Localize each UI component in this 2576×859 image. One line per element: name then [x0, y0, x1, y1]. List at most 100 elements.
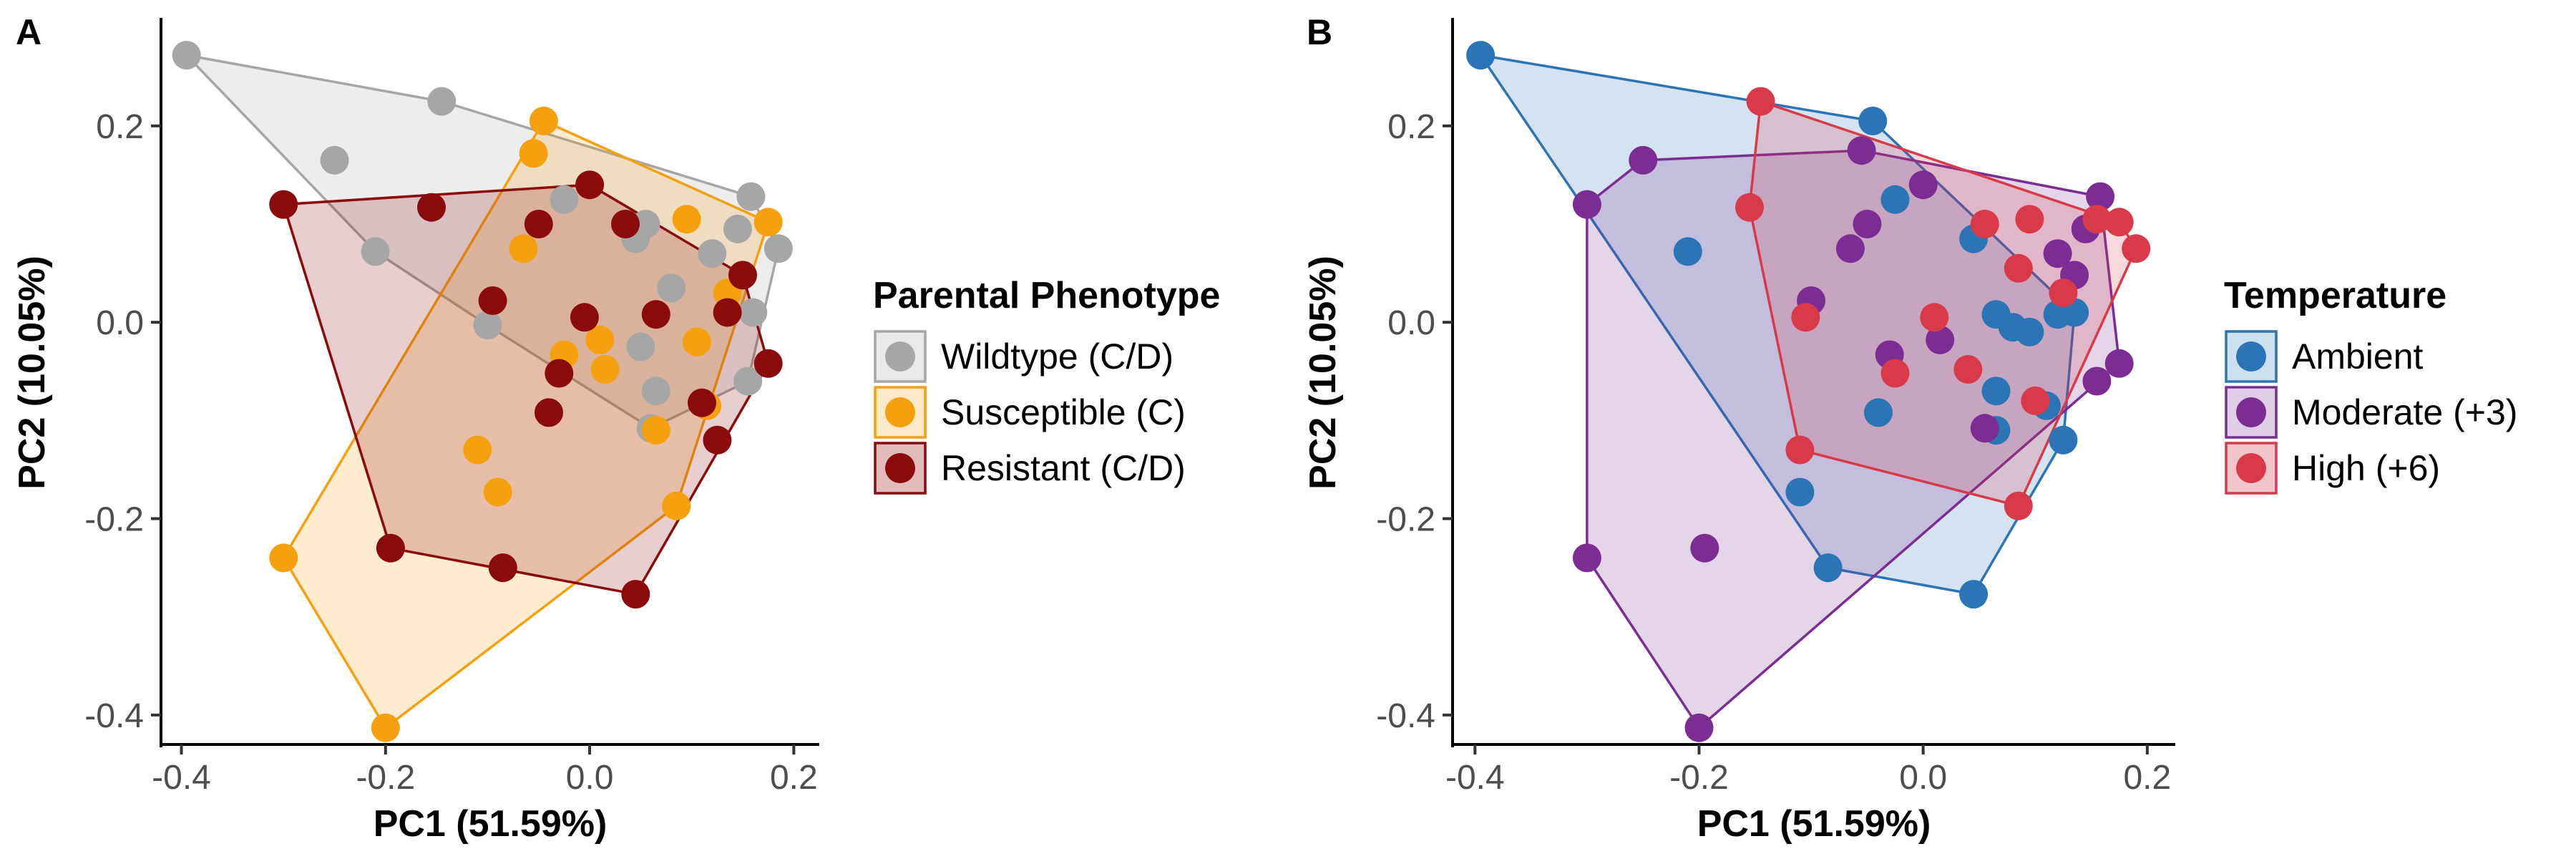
y-tick-label: -0.4: [84, 697, 144, 735]
legend-key: [2225, 442, 2278, 495]
point-high-6: [2004, 253, 2033, 283]
point-wildtype-c-d: [698, 239, 727, 268]
points: [1466, 41, 2151, 742]
point-resistant-c-d: [478, 286, 507, 315]
point-resistant-c-d: [269, 190, 298, 219]
point-resistant-c-d: [488, 553, 517, 583]
point-high-6: [2004, 491, 2033, 520]
point-high-6: [1970, 210, 1999, 238]
point-moderate-3: [1572, 190, 1601, 219]
legend-key: [874, 442, 927, 495]
y-tick-label: 0.0: [1387, 304, 1435, 342]
point-resistant-c-d: [641, 300, 670, 329]
panel-a: A -0.4 -0.2 0.0 0.2 -0.4 -0.2 0.0 0.2 PC1 (51.59%…: [11, 12, 1220, 845]
x-tick-label: 0.2: [2123, 759, 2171, 797]
point-moderate-3: [1684, 713, 1714, 742]
point-high-6: [1880, 359, 1910, 388]
point-ambient: [1785, 477, 1815, 507]
point-wildtype-c-d: [172, 41, 201, 70]
point-ambient: [2015, 317, 2044, 346]
point-susceptible-c: [590, 355, 620, 384]
y-axis-title: PC2 (10.05%): [11, 256, 53, 490]
point-moderate-3: [2082, 367, 2112, 396]
point-resistant-c-d: [611, 210, 640, 238]
point-resistant-c-d: [570, 303, 599, 332]
point-wildtype-c-d: [473, 311, 502, 340]
y-tick-label: -0.4: [1376, 697, 1435, 735]
point-high-6: [1735, 193, 1764, 222]
point-wildtype-c-d: [550, 185, 579, 214]
point-resistant-c-d: [703, 425, 732, 455]
point-wildtype-c-d: [641, 377, 670, 406]
point-ambient: [1673, 237, 1702, 266]
point-ambient: [1813, 553, 1843, 583]
point-moderate-3: [1835, 234, 1865, 263]
point-ambient: [1858, 107, 1888, 135]
point-wildtype-c-d: [736, 182, 766, 211]
point-wildtype-c-d: [361, 237, 390, 266]
legend-label: Wildtype (C/D): [941, 336, 1174, 377]
x-tick-label: -0.4: [152, 759, 211, 797]
x-tick-label: 0.2: [770, 759, 818, 797]
point-susceptible-c: [269, 543, 298, 573]
point-resistant-c-d: [728, 261, 757, 290]
x-tick-label: -0.4: [1445, 759, 1505, 797]
panel-label: A: [16, 12, 42, 52]
point-moderate-3: [2086, 182, 2115, 211]
point-resistant-c-d: [417, 193, 446, 222]
point-high-6: [2049, 278, 2078, 308]
point-moderate-3: [1690, 533, 1719, 563]
point-wildtype-c-d: [723, 214, 752, 243]
points: [172, 41, 793, 742]
legend-label: Resistant (C/D): [941, 448, 1186, 488]
panel-b: B -0.4 -0.2 0.0 0.2 -0.4 -0.2 0.0 0.2 PC1 (51.59%…: [1302, 12, 2517, 845]
legend-label: Moderate (+3): [2292, 392, 2517, 432]
point-susceptible-c: [641, 416, 670, 445]
point-resistant-c-d: [524, 210, 553, 238]
point-wildtype-c-d: [738, 298, 768, 327]
point-wildtype-c-d: [320, 145, 349, 175]
point-high-6: [1791, 303, 1820, 332]
legend: Parental Phenotype Wildtype (C/D) Suscepti…: [873, 275, 1220, 495]
y-tick-label: 0.2: [1387, 108, 1435, 146]
legend-label: Ambient: [2292, 336, 2424, 377]
point-wildtype-c-d: [763, 234, 793, 263]
x-axis-title: PC1 (51.59%): [1697, 803, 1931, 845]
point-ambient: [1864, 398, 1893, 427]
x-tick-label: 0.0: [1899, 759, 1947, 797]
point-moderate-3: [1572, 543, 1601, 573]
legend-key: [2225, 330, 2278, 383]
point-susceptible-c: [753, 208, 783, 237]
point-susceptible-c: [519, 139, 548, 168]
point-susceptible-c: [463, 435, 492, 465]
point-susceptible-c: [529, 107, 558, 135]
y-tick-label: 0.0: [96, 304, 144, 342]
point-moderate-3: [1908, 170, 1938, 200]
point-high-6: [2122, 234, 2151, 263]
point-wildtype-c-d: [657, 273, 686, 303]
point-susceptible-c: [662, 491, 691, 520]
point-high-6: [1920, 303, 1949, 332]
x-axis-title: PC1 (51.59%): [374, 803, 608, 845]
point-resistant-c-d: [621, 580, 650, 609]
legend-key: [874, 330, 927, 383]
point-ambient: [2049, 425, 2078, 455]
point-moderate-3: [2104, 349, 2134, 378]
point-susceptible-c: [509, 234, 538, 263]
x-tick-label: 0.0: [566, 759, 614, 797]
point-moderate-3: [1970, 414, 1999, 443]
point-moderate-3: [1926, 325, 1955, 354]
point-resistant-c-d: [535, 398, 563, 427]
point-ambient: [1981, 377, 2011, 406]
point-resistant-c-d: [688, 388, 716, 417]
hull-susceptible-c: [282, 119, 770, 730]
point-resistant-c-d: [376, 533, 405, 563]
x-tick-label: -0.2: [1669, 759, 1729, 797]
y-tick-label: 0.2: [96, 108, 144, 146]
point-ambient: [1466, 41, 1496, 70]
point-susceptible-c: [585, 325, 615, 354]
legend-label: High (+6): [2292, 448, 2440, 488]
y-tick-label: -0.2: [84, 501, 144, 539]
point-moderate-3: [1629, 145, 1658, 175]
x-tick-label: -0.2: [356, 759, 415, 797]
